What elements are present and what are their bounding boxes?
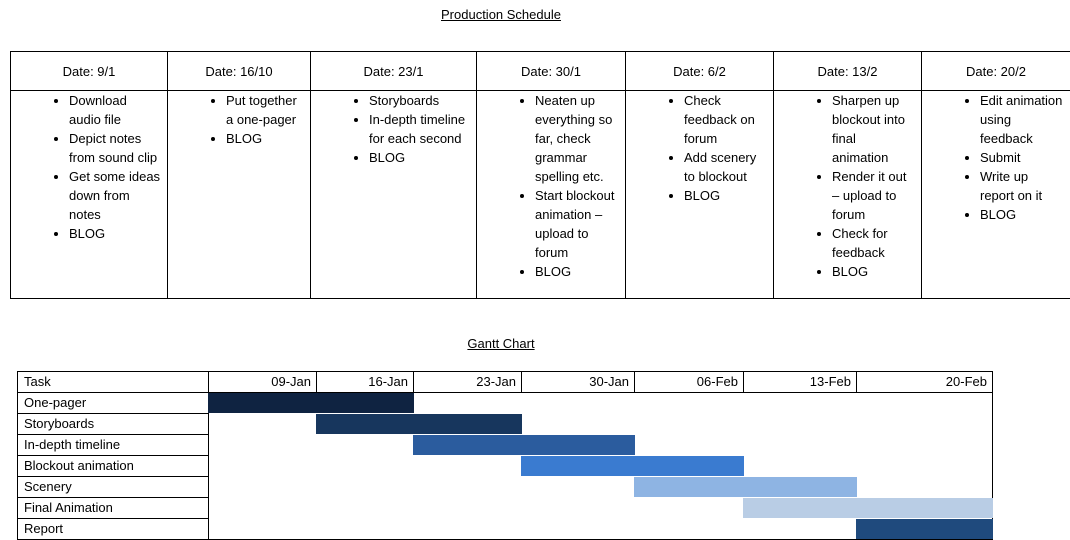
task-name: Report: [17, 518, 209, 540]
column-header: Date: 20/2: [922, 52, 1070, 91]
task-item: Write up report on it: [980, 167, 1064, 205]
task-name: Final Animation: [17, 497, 209, 519]
page-title: Production Schedule: [0, 7, 1002, 22]
task-list: Download audio fileDepict notes from sou…: [11, 91, 167, 243]
task-list: Sharpen up blockout into final animation…: [774, 91, 921, 281]
task-item: Edit animation using feedback: [980, 91, 1064, 148]
column-cell: Edit animation using feedbackSubmitWrite…: [922, 91, 1070, 299]
gantt-title: Gantt Chart: [0, 336, 1002, 351]
task-item: BLOG: [369, 148, 470, 167]
task-name: One-pager: [17, 392, 209, 414]
gantt-bar: [413, 435, 635, 455]
task-item: Submit: [980, 148, 1064, 167]
task-item: BLOG: [684, 186, 767, 205]
column-header: Date: 6/2: [626, 52, 774, 91]
task-item: Put together a one-pager: [226, 91, 304, 129]
date-header: 23-Jan: [413, 371, 522, 393]
date-header: 20-Feb: [856, 371, 993, 393]
task-item: BLOG: [832, 262, 915, 281]
task-name: In-depth timeline: [17, 434, 209, 456]
column-cell: Download audio fileDepict notes from sou…: [11, 91, 168, 299]
task-list: Neaten up everything so far, check gramm…: [477, 91, 625, 281]
gantt-bar: [521, 456, 744, 476]
gantt-bar: [208, 393, 414, 413]
date-header: 09-Jan: [208, 371, 317, 393]
gantt-bar: [316, 414, 522, 434]
date-header: 13-Feb: [743, 371, 857, 393]
task-name: Blockout animation: [17, 455, 209, 477]
date-header: 16-Jan: [316, 371, 414, 393]
task-item: Check feedback on forum: [684, 91, 767, 148]
gantt-bar: [634, 477, 857, 497]
task-item: BLOG: [535, 262, 619, 281]
task-item: Neaten up everything so far, check gramm…: [535, 91, 619, 186]
task-list: Put together a one-pagerBLOG: [168, 91, 310, 148]
column-cell: Sharpen up blockout into final animation…: [774, 91, 922, 299]
column-header: Date: 16/10: [168, 52, 311, 91]
task-item: In-depth timeline for each second: [369, 110, 470, 148]
task-item: Start blockout animation – upload to for…: [535, 186, 619, 262]
task-item: BLOG: [69, 224, 161, 243]
task-name: Storyboards: [17, 413, 209, 435]
task-item: Download audio file: [69, 91, 161, 129]
task-item: Depict notes from sound clip: [69, 129, 161, 167]
task-item: Sharpen up blockout into final animation: [832, 91, 915, 167]
task-item: BLOG: [226, 129, 304, 148]
task-list: Check feedback on forumAdd scenery to bl…: [626, 91, 773, 205]
column-cell: Check feedback on forumAdd scenery to bl…: [626, 91, 774, 299]
column-header: Date: 9/1: [11, 52, 168, 91]
task-item: Add scenery to blockout: [684, 148, 767, 186]
gantt-bar: [856, 519, 993, 539]
date-header: 30-Jan: [521, 371, 635, 393]
gantt-bar: [743, 498, 993, 518]
column-header: Date: 30/1: [477, 52, 626, 91]
task-list: Edit animation using feedbackSubmitWrite…: [922, 91, 1070, 224]
task-item: Get some ideas down from notes: [69, 167, 161, 224]
task-item: Storyboards: [369, 91, 470, 110]
task-name: Scenery: [17, 476, 209, 498]
task-header: Task: [17, 371, 209, 393]
column-header: Date: 13/2: [774, 52, 922, 91]
task-item: Render it out – upload to forum: [832, 167, 915, 224]
column-cell: Neaten up everything so far, check gramm…: [477, 91, 626, 299]
date-header: 06-Feb: [634, 371, 744, 393]
column-header: Date: 23/1: [311, 52, 477, 91]
task-item: Check for feedback: [832, 224, 915, 262]
task-item: BLOG: [980, 205, 1064, 224]
column-cell: Put together a one-pagerBLOG: [168, 91, 311, 299]
